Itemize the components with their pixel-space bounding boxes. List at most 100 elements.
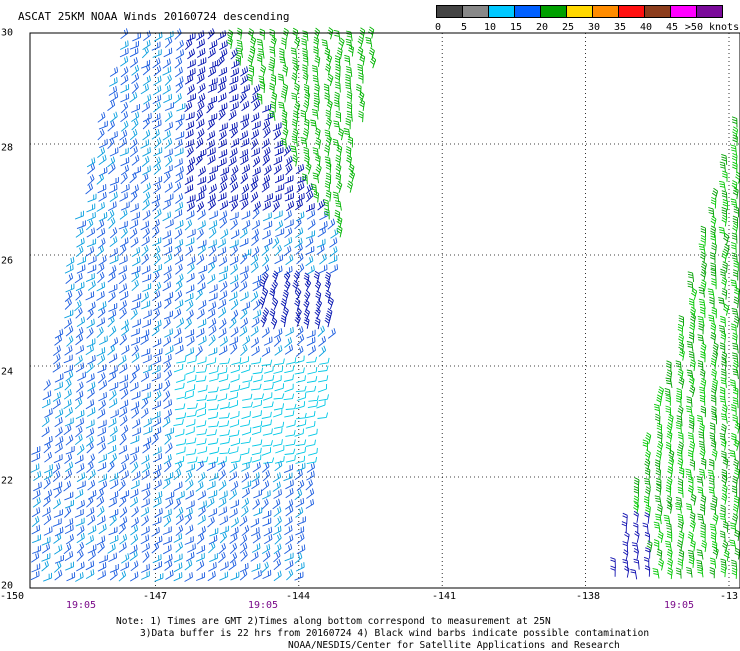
wind-barb bbox=[217, 246, 227, 257]
wind-barb bbox=[368, 47, 375, 60]
wind-barb bbox=[666, 369, 673, 381]
wind-barb bbox=[197, 220, 206, 230]
wind-barb bbox=[346, 110, 353, 122]
wind-barb bbox=[733, 260, 739, 272]
wind-barb bbox=[219, 401, 230, 410]
wind-barb bbox=[129, 57, 138, 68]
wind-barb bbox=[708, 314, 715, 326]
wind-barb bbox=[263, 220, 273, 230]
wind-barb bbox=[184, 572, 193, 582]
wind-barb bbox=[175, 273, 184, 285]
wind-barb bbox=[732, 342, 739, 354]
wind-barb bbox=[731, 241, 737, 254]
wind-barb bbox=[285, 505, 294, 517]
wind-barb bbox=[174, 245, 182, 257]
wind-barb bbox=[209, 60, 219, 69]
wind-barb bbox=[633, 558, 640, 570]
wind-barb bbox=[688, 350, 695, 362]
wind-barb bbox=[250, 527, 260, 537]
wind-barb bbox=[184, 38, 193, 51]
wind-barb bbox=[242, 401, 253, 409]
wind-barb bbox=[303, 118, 310, 130]
wind-barb bbox=[130, 534, 139, 546]
wind-barb bbox=[142, 199, 150, 211]
wind-barb bbox=[207, 273, 216, 285]
wind-barb bbox=[250, 518, 260, 528]
wind-barb bbox=[76, 220, 86, 230]
wind-barb bbox=[186, 164, 195, 175]
wind-barb bbox=[314, 55, 321, 67]
wind-barb bbox=[722, 198, 728, 211]
wind-barb bbox=[251, 454, 262, 463]
wind-barb bbox=[286, 357, 297, 365]
wind-barb bbox=[141, 245, 149, 257]
wind-barb bbox=[208, 325, 217, 337]
wind-barb bbox=[118, 463, 127, 474]
wind-barb bbox=[296, 447, 307, 455]
wind-barb bbox=[173, 93, 182, 104]
wind-barb bbox=[305, 479, 313, 491]
wind-barb bbox=[313, 270, 320, 283]
wind-barb bbox=[253, 570, 262, 580]
wind-barb bbox=[732, 359, 739, 372]
wind-barb bbox=[164, 74, 172, 86]
wind-barb bbox=[74, 434, 83, 446]
wind-barb bbox=[206, 139, 215, 150]
wind-barb bbox=[152, 338, 162, 348]
wind-barb bbox=[230, 384, 241, 393]
wind-barb bbox=[206, 130, 216, 141]
wind-barb bbox=[327, 296, 334, 310]
wind-barb bbox=[76, 561, 85, 572]
wind-barb bbox=[164, 553, 173, 564]
wind-barb bbox=[54, 526, 64, 537]
wind-barb bbox=[196, 308, 205, 320]
wind-barb bbox=[306, 329, 316, 339]
wind-barb bbox=[262, 104, 272, 113]
wind-barb bbox=[142, 364, 152, 374]
wind-barb bbox=[208, 239, 217, 249]
wind-barb bbox=[312, 172, 319, 184]
wind-barb bbox=[152, 237, 162, 247]
wind-barb bbox=[721, 287, 728, 300]
wind-barb bbox=[97, 301, 107, 311]
wind-barb bbox=[164, 328, 173, 338]
wind-barb bbox=[334, 91, 340, 104]
wind-barb bbox=[87, 193, 97, 203]
wind-barb bbox=[699, 386, 706, 398]
wind-barb bbox=[164, 36, 173, 48]
wind-barb bbox=[269, 28, 275, 41]
wind-barb bbox=[666, 495, 673, 507]
wind-barb bbox=[229, 211, 239, 221]
wind-barb bbox=[284, 552, 294, 562]
wind-barb bbox=[141, 542, 150, 553]
wind-barb bbox=[733, 315, 740, 328]
wind-barb bbox=[250, 181, 258, 193]
wind-barb bbox=[119, 129, 128, 141]
wind-barb bbox=[207, 261, 216, 274]
wind-barb bbox=[687, 432, 695, 444]
wind-barb bbox=[678, 466, 685, 479]
wind-barb bbox=[264, 112, 274, 121]
wind-barb bbox=[120, 93, 130, 103]
wind-barb bbox=[721, 206, 728, 219]
wind-barb bbox=[186, 300, 194, 312]
wind-barb bbox=[272, 270, 279, 283]
wind-barb bbox=[261, 359, 273, 366]
wind-barb bbox=[175, 113, 185, 123]
wind-barb bbox=[196, 201, 205, 213]
wind-barb bbox=[63, 354, 73, 364]
wind-barb bbox=[699, 447, 706, 461]
wind-barb bbox=[119, 147, 129, 157]
wind-barb bbox=[305, 246, 315, 256]
wind-barb bbox=[229, 533, 238, 544]
wind-barb bbox=[369, 56, 377, 69]
wind-barb bbox=[184, 559, 193, 571]
wind-barb bbox=[231, 357, 242, 366]
wind-barb bbox=[699, 423, 705, 435]
wind-barb bbox=[251, 228, 260, 240]
wind-barb bbox=[239, 447, 250, 456]
wind-barb bbox=[107, 371, 117, 382]
wind-barb bbox=[151, 226, 160, 238]
wind-barb bbox=[173, 562, 183, 573]
